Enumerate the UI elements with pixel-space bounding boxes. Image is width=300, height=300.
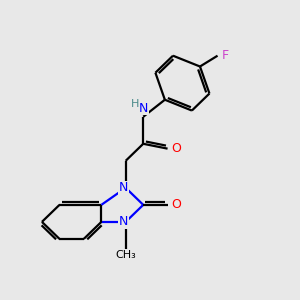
Text: CH₃: CH₃ [115,250,136,260]
Text: O: O [172,142,182,155]
Text: O: O [172,198,182,212]
Text: F: F [222,49,229,62]
Text: N: N [119,181,128,194]
Text: H: H [130,99,139,109]
Text: N: N [139,102,148,115]
Text: N: N [119,215,128,228]
